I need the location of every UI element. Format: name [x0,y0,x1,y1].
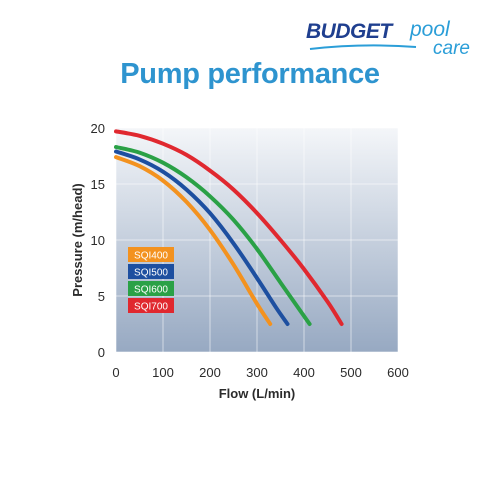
legend-label-sqi700: SQI700 [134,302,168,313]
x-tick-label-3: 300 [246,365,268,380]
brand-sub-care: care [433,38,470,59]
y-tick-label-3: 15 [91,177,105,192]
legend-label-sqi600: SQI600 [134,285,168,296]
x-axis-label: Flow (L/min) [219,386,296,401]
x-tick-label-2: 200 [199,365,221,380]
brand-swoosh-icon [309,44,417,50]
legend-swatch-sqi600 [128,281,174,296]
legend-swatch-sqi400 [128,247,174,262]
series-lines [114,129,344,326]
brand-sub-pool: pool [410,18,450,41]
legend-label-sqi500: SQI500 [134,268,168,279]
legend-label-sqi400: SQI400 [134,251,168,262]
axis-ticks: 0 100 200 300 400 500 600 0 5 10 15 20 [91,121,409,380]
y-tick-label-1: 5 [98,289,105,304]
y-tick-label-4: 20 [91,121,105,136]
y-axis-label: Pressure (m/head) [70,183,85,296]
x-tick-label-4: 400 [293,365,315,380]
x-tick-label-1: 100 [152,365,174,380]
legend-swatch-sqi500 [128,264,174,279]
chart-title: Pump performance [120,58,380,90]
series-line-sqi600 [114,145,312,326]
series-line-sqi500 [114,149,290,326]
legend-swatch-sqi700 [128,298,174,313]
y-tick-label-2: 10 [91,233,105,248]
y-tick-label-0: 0 [98,345,105,360]
brand-name: BUDGET [306,20,392,43]
brand-logo: BUDGET pool care [306,18,490,59]
series-line-sqi400 [114,155,273,326]
series-line-sqi700 [114,129,344,326]
x-tick-label-5: 500 [340,365,362,380]
legend: SQI400 SQI500 SQI600 SQI700 [128,247,174,313]
x-tick-label-6: 600 [387,365,409,380]
x-tick-label-0: 0 [112,365,119,380]
